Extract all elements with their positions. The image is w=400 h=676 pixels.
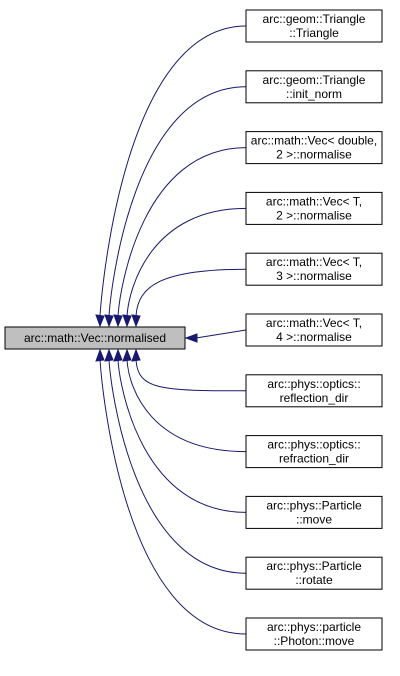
caller-node-label-line1: arc::math::Vec< T, — [266, 316, 362, 330]
call-edge — [108, 359, 247, 574]
caller-node[interactable]: arc::math::Vec< T,4 >::normalise — [245, 313, 383, 347]
caller-node-label-line2: reflection_dir — [280, 391, 349, 405]
caller-node-box — [245, 131, 383, 165]
caller-node-label-line2: ::rotate — [295, 573, 333, 587]
caller-node-label-line2: 4 >::normalise — [276, 330, 352, 344]
caller-node-box — [245, 70, 383, 104]
caller-node[interactable]: arc::math::Vec< T,2 >::normalise — [245, 191, 383, 225]
caller-node-box — [245, 252, 383, 286]
caller-node[interactable]: arc::phys::particle::Photon::move — [245, 617, 383, 651]
caller-node-label-line2: refraction_dir — [279, 452, 349, 466]
caller-node-box — [245, 374, 383, 408]
caller-node[interactable]: arc::math::Vec< double,2 >::normalise — [245, 131, 383, 165]
caller-node[interactable]: arc::math::Vec< T,3 >::normalise — [245, 252, 383, 286]
call-edge — [126, 207, 247, 317]
arrowhead — [95, 348, 105, 362]
caller-node-label-line1: arc::math::Vec< T, — [266, 255, 362, 269]
arrowhead — [104, 314, 114, 328]
call-edge — [108, 86, 247, 317]
arrowhead — [104, 348, 114, 362]
caller-node-label-line1: arc::phys::optics:: — [267, 438, 360, 452]
caller-node-label-line1: arc::math::Vec< double, — [251, 134, 377, 148]
caller-node[interactable]: arc::phys::Particle::move — [245, 495, 383, 529]
caller-node-label-line1: arc::phys::optics:: — [267, 377, 360, 391]
nodes: arc::math::Vec::normalised arc::geom::Tr… — [4, 9, 383, 651]
caller-node-label-line1: arc::geom::Triangle — [263, 12, 366, 26]
call-edge — [117, 359, 247, 513]
caller-node-label-line1: arc::geom::Triangle — [263, 73, 366, 87]
focus-node[interactable]: arc::math::Vec::normalised — [4, 326, 186, 350]
arrowhead — [122, 314, 132, 328]
edges — [95, 25, 247, 635]
caller-node-label-line1: arc::math::Vec< T, — [266, 194, 362, 208]
arrowhead — [95, 314, 105, 328]
caller-node-box — [245, 435, 383, 469]
arrowhead — [122, 348, 132, 362]
caller-node-label-line2: ::init_norm — [286, 87, 342, 101]
caller-node-label-line2: ::Photon::move — [274, 634, 355, 648]
caller-node[interactable]: arc::phys::Particle::rotate — [245, 556, 383, 590]
caller-node-label-line1: arc::phys::Particle — [266, 559, 362, 573]
caller-node-label-line2: 2 >::normalise — [276, 208, 352, 222]
caller-node[interactable]: arc::geom::Triangle::Triangle — [245, 9, 383, 43]
call-edge — [126, 359, 247, 453]
caller-node-label-line2: 2 >::normalise — [276, 148, 352, 162]
call-edge — [195, 329, 247, 339]
arrowhead — [131, 348, 141, 362]
caller-node-box — [245, 617, 383, 651]
arrowhead — [184, 333, 198, 343]
call-edge — [99, 25, 247, 317]
caller-node-box — [245, 191, 383, 225]
call-edge — [135, 359, 247, 392]
arrowhead — [113, 314, 123, 328]
caller-node-box — [245, 556, 383, 590]
focus-node-label: arc::math::Vec::normalised — [24, 331, 166, 345]
caller-node-box — [245, 495, 383, 529]
caller-node-label-line2: ::Triangle — [289, 26, 339, 40]
arrowhead — [131, 314, 141, 328]
caller-node-box — [245, 9, 383, 43]
caller-node-label-line1: arc::phys::Particle — [266, 498, 362, 512]
arrowhead — [113, 348, 123, 362]
caller-node[interactable]: arc::phys::optics::refraction_dir — [245, 435, 383, 469]
focus-node-box — [4, 326, 186, 350]
call-edge — [135, 268, 247, 317]
caller-node-label-line1: arc::phys::particle — [267, 620, 361, 634]
caller-node-box — [245, 313, 383, 347]
caller-node-label-line2: 3 >::normalise — [276, 269, 352, 283]
call-edge — [117, 147, 247, 317]
caller-node[interactable]: arc::geom::Triangle::init_norm — [245, 70, 383, 104]
caller-node[interactable]: arc::phys::optics::reflection_dir — [245, 374, 383, 408]
caller-node-label-line2: ::move — [296, 512, 332, 526]
call-edge — [99, 359, 247, 635]
